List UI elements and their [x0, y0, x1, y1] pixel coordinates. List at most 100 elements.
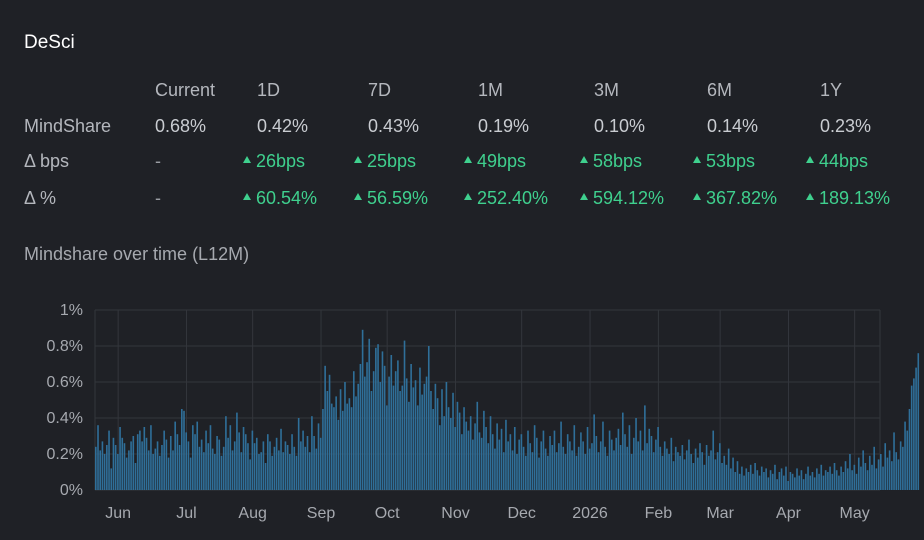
- bar: [474, 423, 476, 490]
- bar: [117, 454, 119, 490]
- up-arrow-icon: [806, 156, 814, 163]
- bar: [613, 450, 615, 490]
- bar: [377, 344, 379, 490]
- bar: [264, 463, 267, 490]
- page-title: DeSci: [24, 32, 75, 53]
- bar: [496, 423, 498, 490]
- bar: [176, 434, 179, 490]
- bar: [809, 475, 812, 490]
- bar: [183, 410, 185, 490]
- bar: [291, 434, 293, 490]
- bar: [763, 472, 765, 490]
- bar: [860, 466, 862, 490]
- bar: [822, 475, 825, 490]
- cell-value: -: [155, 188, 161, 208]
- bar: [280, 428, 282, 490]
- bar: [249, 459, 251, 490]
- x-tick-label: Jun: [105, 505, 131, 522]
- bar: [130, 441, 132, 490]
- bar: [844, 461, 847, 490]
- bar: [416, 405, 419, 490]
- bar: [862, 450, 864, 490]
- bar: [106, 445, 108, 490]
- bar: [114, 445, 117, 490]
- bar: [544, 448, 547, 490]
- bar: [904, 421, 906, 490]
- bar: [163, 430, 165, 490]
- bar: [152, 454, 154, 490]
- bar: [447, 407, 450, 490]
- bar: [597, 452, 600, 490]
- bar: [705, 445, 708, 490]
- bar: [798, 475, 801, 490]
- bar: [478, 432, 481, 490]
- bar: [802, 479, 805, 490]
- bar: [158, 455, 161, 490]
- bar: [233, 441, 236, 490]
- bar: [796, 468, 798, 490]
- table-cell: 26bps: [243, 150, 305, 172]
- mindshare-chart: 0% 0.2% 0.4% 0.6% 0.8% 1% Jun Jul Aug Sep Oct Nov De…: [47, 302, 920, 522]
- bar: [569, 441, 571, 490]
- bar: [335, 396, 337, 490]
- bar: [774, 464, 776, 490]
- bar: [584, 454, 587, 490]
- bar: [622, 412, 624, 490]
- bar: [716, 452, 719, 490]
- bar: [469, 416, 472, 490]
- bar: [562, 446, 565, 490]
- bar: [573, 425, 576, 490]
- bar: [125, 457, 128, 490]
- x-tick-label: Oct: [375, 505, 400, 522]
- bar: [708, 455, 710, 490]
- bar: [300, 441, 302, 490]
- bar: [688, 439, 690, 490]
- bar: [405, 378, 408, 490]
- bar: [732, 457, 734, 490]
- bar: [644, 405, 646, 490]
- bar: [480, 437, 483, 490]
- bar: [542, 430, 545, 490]
- bar: [566, 434, 569, 490]
- bar: [794, 477, 796, 490]
- bar: [780, 468, 783, 490]
- table-cell: 44bps: [806, 150, 868, 172]
- bar: [513, 427, 516, 490]
- bar: [719, 443, 721, 490]
- bar: [141, 441, 143, 490]
- bar: [610, 439, 613, 490]
- bar: [119, 427, 121, 490]
- cell-value: -: [155, 151, 161, 171]
- cell-value: 49bps: [477, 151, 527, 171]
- bar: [661, 455, 664, 490]
- bar: [758, 475, 761, 490]
- up-arrow-icon: [354, 193, 362, 200]
- bar: [910, 385, 913, 490]
- bar: [617, 428, 620, 490]
- cell-value: 594.12%: [593, 188, 665, 208]
- bar: [461, 434, 463, 490]
- cell-value: 56.59%: [367, 188, 429, 208]
- table-cell: 594.12%: [580, 187, 664, 209]
- bar: [421, 394, 423, 490]
- bar: [646, 443, 648, 490]
- bar: [776, 479, 778, 490]
- bar: [917, 353, 920, 490]
- cell-value: 44bps: [819, 151, 869, 171]
- bar: [286, 445, 289, 490]
- cell-value: 58bps: [593, 151, 643, 171]
- bar: [769, 470, 772, 490]
- bar: [209, 425, 212, 490]
- bar: [282, 452, 285, 490]
- bar: [509, 434, 512, 490]
- bar: [507, 441, 509, 490]
- bar: [630, 454, 633, 490]
- bar: [831, 473, 834, 490]
- bar: [805, 473, 807, 490]
- bar: [143, 427, 146, 490]
- bar: [231, 450, 234, 490]
- row-label: Δ bps: [24, 151, 70, 171]
- bar: [791, 473, 794, 490]
- bar: [915, 367, 917, 490]
- bar: [747, 472, 750, 490]
